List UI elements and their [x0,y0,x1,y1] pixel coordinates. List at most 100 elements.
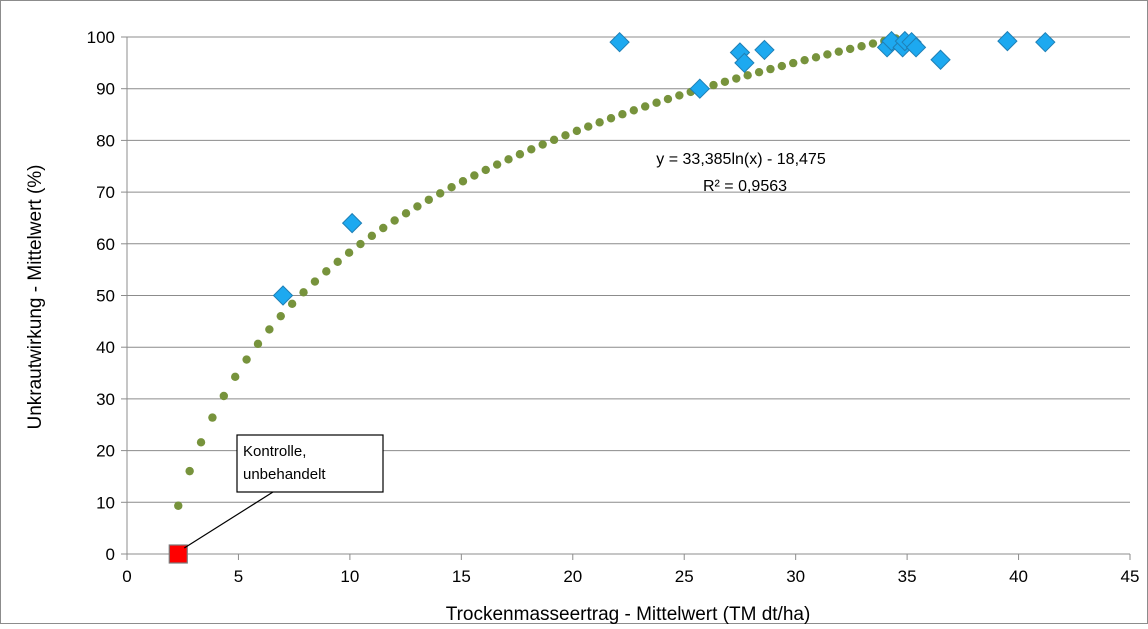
trendline-r-squared: R² = 0,9563 [703,178,787,195]
trendline-dot [219,391,229,401]
trendline-dot [777,61,787,71]
x-tick-label: 35 [898,567,917,586]
trendline-dot [549,135,559,145]
trendline-dot [811,53,821,62]
trendline-dot [766,64,775,74]
y-tick-label: 10 [96,493,115,512]
trendline-dot [458,177,468,186]
x-tick-label: 5 [234,567,243,586]
x-tick-label: 25 [675,567,694,586]
trendline-dot [242,355,251,364]
annotation-text: Kontrolle, [243,443,306,460]
diamond-point [905,37,927,58]
y-tick-label: 30 [96,390,115,409]
y-tick-label: 40 [96,338,115,357]
annotation: Kontrolle, unbehandelt [183,434,384,549]
x-tick-label: 0 [122,567,131,586]
trendline-dot [208,413,217,422]
diamond-point [734,52,755,74]
y-tick-label: 0 [106,545,115,564]
x-tick-label: 10 [340,567,359,586]
trendline-dot [413,202,422,211]
trendline-dot [663,94,673,104]
trendline-dot [265,325,274,334]
annotation-leader-line [183,491,274,549]
trendline-dot [356,239,365,249]
trendline-dot [287,299,297,309]
trendline-equation: y = 33,385ln(x) - 18,475 [656,151,826,168]
y-tick-label: 80 [96,131,115,150]
trendline-dot [527,145,536,154]
x-tick-label: 15 [452,567,471,586]
trendline-dot [868,39,878,48]
diamond-point [689,78,711,99]
trendline-dot [606,114,616,123]
y-axis-title: Unkrautwirkung - Mittelwert (%) [25,165,46,430]
trendline-dot [720,77,730,86]
trendline-dot [367,231,377,241]
diamond-point [754,39,775,61]
trendline-dot [732,74,741,83]
trendline-dot [823,50,832,59]
diamond-point [341,212,363,234]
y-tick-label: 20 [96,442,115,461]
trendline-dot [435,189,445,198]
x-tick-label: 30 [786,567,805,586]
trendline-dot [390,216,399,225]
trendline-dot [276,311,285,321]
trendline-dot [253,339,263,349]
annotation-box [236,434,384,493]
trendline-dot [584,122,593,131]
trendline-dot [834,47,843,56]
y-tick-label: 70 [96,183,115,202]
trendline-dot [185,466,194,476]
trendline-dot [174,501,183,510]
trendline-dot [299,288,308,297]
trendline-dot [629,106,638,115]
x-tick-label: 45 [1121,567,1140,586]
trendline-dot [196,438,206,447]
trendline-dot [333,257,342,266]
trendline-dot [481,165,490,175]
trendline-dot [231,372,240,382]
y-tick-label: 90 [96,80,115,99]
trendline-dot [743,71,752,80]
trendline-dot [504,155,513,164]
diamond-point [609,31,630,53]
annotation-text: unbehandelt [243,466,326,483]
trendline-dot [424,195,434,204]
trendline-dot [470,171,479,180]
trendline-dot [572,126,582,136]
x-axis-title: Trockenmasseertrag - Mittelwert (TM dt/h… [446,604,811,624]
trendline-dot [800,55,809,65]
trendline-dot [538,140,547,149]
trendline-dot [379,223,388,233]
trendline-dot [675,91,684,100]
trendline-dot [310,277,320,286]
diamond-point [272,285,294,306]
y-tick-label: 60 [96,235,115,254]
trendline-dot [754,67,764,77]
trendline-dot [515,150,525,159]
trendline-dot [652,98,661,107]
trendline-dot [322,267,331,276]
trendline-dot [709,80,718,90]
trendline-dot [857,42,866,51]
trendline-dot [595,118,604,127]
trendline-dot [640,102,650,111]
y-tick-label: 50 [96,287,115,306]
y-tick-label: 100 [87,28,115,47]
x-tick-label: 40 [1009,567,1028,586]
square-point [168,544,188,564]
diamond-point [997,30,1018,52]
diamond-point [1035,31,1056,53]
trendline-dot [789,58,798,68]
trendline-dot [447,183,456,192]
trendline-dot [845,44,855,54]
trendline-dot [618,110,627,119]
data-points [168,30,1056,564]
trendline-dot [492,160,502,169]
